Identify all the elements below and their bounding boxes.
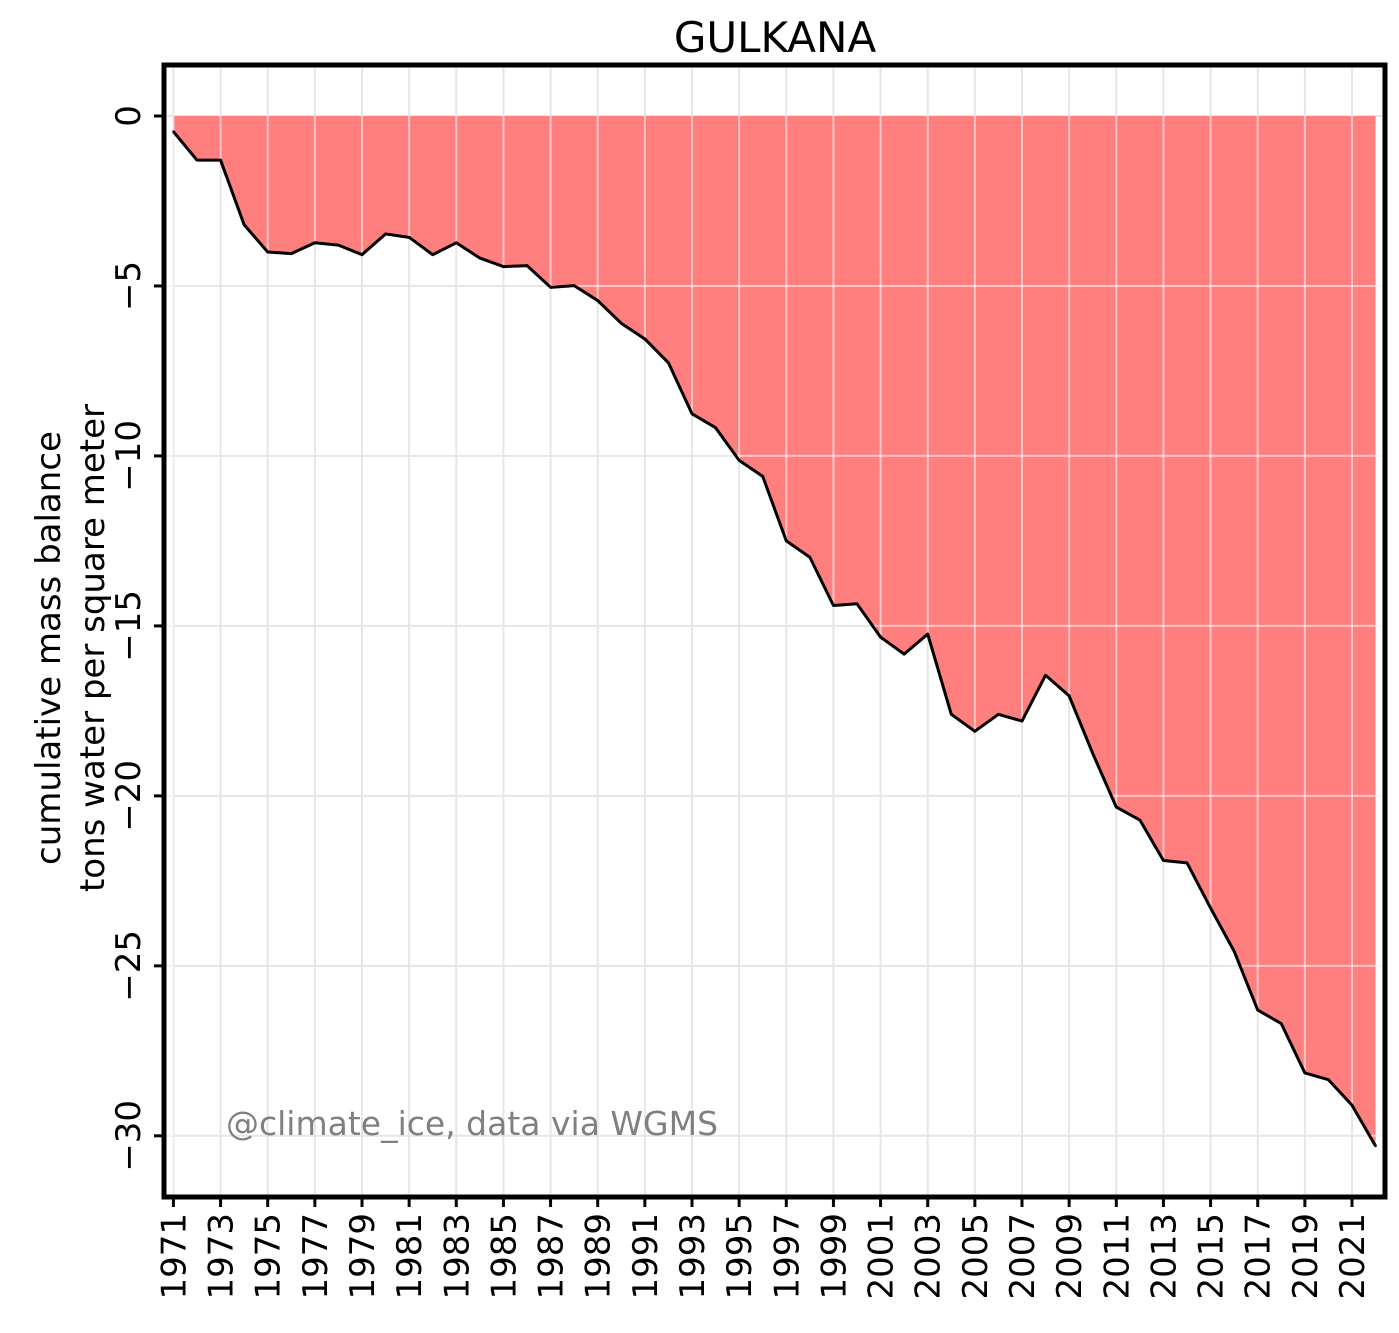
x-tick-label: 1997 bbox=[767, 1213, 807, 1300]
data-point bbox=[879, 635, 882, 639]
x-tick-label: 1991 bbox=[626, 1213, 666, 1300]
data-point bbox=[1162, 859, 1165, 862]
data-point bbox=[1350, 1104, 1354, 1107]
data-point bbox=[997, 713, 1000, 716]
data-point bbox=[337, 243, 340, 247]
x-tick-label: 2021 bbox=[1333, 1213, 1373, 1300]
data-point bbox=[832, 604, 835, 607]
series-line bbox=[172, 130, 1377, 1147]
data-point bbox=[431, 253, 434, 256]
data-point bbox=[596, 299, 599, 302]
data-point bbox=[502, 265, 505, 268]
y-tick-label: 0 bbox=[109, 105, 149, 127]
data-point bbox=[172, 130, 175, 133]
credit-annotation: @climate_ice, data via WGMS bbox=[226, 1104, 718, 1143]
data-point bbox=[1232, 950, 1236, 953]
x-tick-label: 2011 bbox=[1097, 1213, 1137, 1300]
data-point bbox=[643, 337, 647, 341]
data-point bbox=[1067, 694, 1071, 698]
y-tick-label: −20 bbox=[109, 760, 149, 832]
data-point bbox=[549, 286, 552, 289]
y-axis-title: cumulative mass balance tons water per s… bbox=[29, 404, 113, 892]
data-point bbox=[714, 426, 717, 429]
data-point bbox=[973, 730, 977, 733]
data-point bbox=[690, 412, 694, 415]
data-point bbox=[620, 322, 623, 325]
data-point bbox=[1256, 1008, 1259, 1012]
y-tick-label: −15 bbox=[109, 590, 149, 662]
plot-marks bbox=[164, 115, 1385, 1197]
data-point bbox=[902, 652, 906, 656]
x-tick-label: 1999 bbox=[814, 1213, 854, 1300]
x-tick-label: 1979 bbox=[343, 1213, 383, 1300]
y-tick-label: −30 bbox=[109, 1100, 149, 1172]
data-point bbox=[808, 556, 812, 559]
data-point bbox=[572, 284, 576, 287]
data-point bbox=[1138, 818, 1142, 822]
x-tick-label: 2001 bbox=[862, 1213, 902, 1300]
x-tick-label: 1993 bbox=[673, 1213, 713, 1300]
data-point bbox=[1020, 719, 1024, 723]
x-tick-label: 1989 bbox=[579, 1213, 619, 1300]
data-point bbox=[407, 236, 411, 239]
data-point bbox=[737, 459, 741, 462]
x-tick-label: 2015 bbox=[1192, 1213, 1232, 1300]
x-tick-label: 1971 bbox=[154, 1213, 194, 1300]
data-point bbox=[1044, 673, 1047, 677]
x-tick-label: 2019 bbox=[1286, 1213, 1326, 1300]
data-point bbox=[1280, 1022, 1283, 1025]
chart-title: GULKANA bbox=[674, 13, 877, 62]
area-fill bbox=[173, 115, 1376, 1147]
x-tick-label: 2007 bbox=[1003, 1213, 1043, 1300]
x-tick-label: 1983 bbox=[437, 1213, 477, 1300]
x-tick-label: 2005 bbox=[956, 1213, 996, 1300]
y-axis-title-line1: cumulative mass balance bbox=[29, 431, 69, 865]
y-ticks: 0 −5 −10 −15 −20 −25 −30 bbox=[109, 105, 164, 1172]
data-point bbox=[313, 241, 317, 244]
y-axis-title-line2: tons water per square meter bbox=[73, 404, 113, 892]
data-point bbox=[1185, 861, 1189, 865]
data-point bbox=[478, 256, 482, 260]
y-tick-label: −25 bbox=[109, 930, 149, 1002]
data-point bbox=[1209, 906, 1212, 910]
x-tick-label: 2013 bbox=[1144, 1213, 1184, 1300]
data-point bbox=[1115, 805, 1118, 809]
x-tick-label: 2003 bbox=[909, 1213, 949, 1300]
x-tick-label: 2017 bbox=[1239, 1213, 1279, 1300]
x-tick-label: 1987 bbox=[532, 1213, 572, 1300]
data-point bbox=[455, 241, 458, 244]
data-point bbox=[266, 250, 269, 254]
data-point bbox=[1374, 1144, 1377, 1148]
data-point bbox=[1091, 752, 1094, 755]
x-tick-label: 1977 bbox=[296, 1213, 336, 1300]
data-point bbox=[1303, 1071, 1307, 1075]
y-tick-label: −5 bbox=[109, 261, 149, 311]
data-point bbox=[667, 361, 670, 364]
below-curve-mask bbox=[173, 131, 1376, 1195]
x-tick-label: 1981 bbox=[390, 1213, 430, 1300]
x-ticks: 1971 1973 1975 1977 1979 1981 1983 1985 1987 1989… bbox=[154, 1197, 1373, 1300]
data-point bbox=[1327, 1078, 1330, 1081]
data-point bbox=[242, 223, 246, 226]
data-point bbox=[195, 158, 199, 162]
plot-frame bbox=[161, 62, 1388, 1200]
data-point bbox=[785, 539, 788, 543]
data-point bbox=[761, 475, 764, 478]
x-tick-label: 1995 bbox=[720, 1213, 760, 1300]
data-point bbox=[360, 253, 364, 256]
x-tick-label: 1975 bbox=[249, 1213, 289, 1300]
data-point bbox=[384, 232, 387, 236]
data-point bbox=[855, 602, 859, 606]
data-point bbox=[950, 713, 953, 716]
x-tick-label: 1985 bbox=[484, 1213, 524, 1300]
data-point bbox=[525, 264, 529, 267]
x-tick-label: 1973 bbox=[202, 1213, 242, 1300]
data-point bbox=[290, 252, 293, 255]
data-point bbox=[219, 158, 222, 162]
data-point bbox=[926, 632, 929, 636]
x-tick-label: 2009 bbox=[1050, 1213, 1090, 1300]
y-tick-label: −10 bbox=[109, 420, 149, 492]
